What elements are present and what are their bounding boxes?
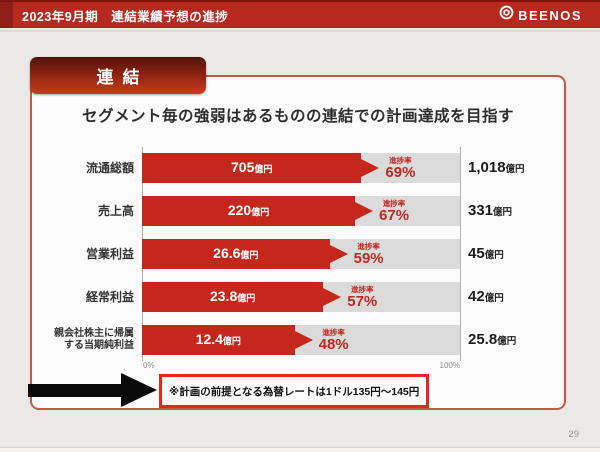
beenos-hex-icon	[499, 5, 514, 25]
x-axis: 0% 100%	[32, 359, 564, 375]
plan-value-label: 331億円	[468, 202, 513, 219]
header-left-accent	[0, 2, 13, 28]
progress-track: 705億円 進捗率 69%	[142, 153, 460, 183]
row-category-label: 親会社株主に帰属 する当期純利益	[54, 327, 134, 352]
table-row: 営業利益 26.6億円 進捗率 59% 45億円	[32, 239, 564, 269]
row-category-label: 売上高	[97, 203, 134, 218]
row-category-label: 営業利益	[85, 246, 134, 261]
black-arrow-pointer-icon	[28, 373, 184, 407]
plan-value-label: 45億円	[468, 245, 504, 262]
brand-name: BEENOS	[518, 7, 582, 23]
x-axis-min-label: 0%	[143, 361, 155, 370]
bar-arrow-tip-icon	[294, 331, 313, 349]
slide-content-box: セグメント毎の強弱はあるものの連結での計画達成を目指す 流通総額 705億円 進…	[30, 75, 566, 410]
x-axis-max-label: 100%	[439, 361, 460, 370]
chart-rows: 流通総額 705億円 進捗率 69% 1,018億円 売上高	[32, 153, 564, 355]
brand-logo: BEENOS	[499, 5, 600, 25]
table-row: 経常利益 23.8億円 進捗率 57% 42億円	[32, 282, 564, 312]
bottom-edge-divider	[0, 447, 600, 452]
consolidated-badge: 連結	[30, 57, 206, 94]
progress-track: 12.4億円 進捗率 48%	[142, 325, 460, 355]
bar-chart: 流通総額 705億円 進捗率 69% 1,018億円 売上高	[32, 147, 564, 375]
bar-arrow-tip-icon	[329, 245, 348, 263]
header-title: 2023年9月期 連結業績予想の進捗	[22, 9, 229, 24]
bar-arrow-tip-icon	[355, 202, 374, 220]
actual-value-label: 220億円	[227, 202, 270, 218]
plan-value-label: 1,018億円	[468, 159, 525, 176]
bar-arrow-tip-icon	[323, 288, 342, 306]
progress-bar: 23.8億円	[142, 282, 342, 312]
progress-rate-label: 進捗率 48%	[318, 328, 349, 353]
progress-rate-label: 進捗率 57%	[347, 285, 378, 310]
actual-value-label: 12.4億円	[195, 331, 241, 347]
page-number: 29	[568, 429, 579, 440]
plan-value-label: 25.8億円	[468, 331, 517, 348]
fx-rate-note: ※計画の前提となる為替レートは1ドル135円〜145円	[159, 374, 430, 408]
progress-bar: 220億円	[142, 196, 374, 226]
actual-value-label: 26.6億円	[213, 245, 259, 261]
progress-rate-label: 進捗率 69%	[385, 156, 416, 181]
progress-track: 23.8億円 進捗率 57%	[142, 282, 460, 312]
table-row: 親会社株主に帰属 する当期純利益 12.4億円 進捗率 48% 25.8億円	[32, 325, 564, 355]
row-category-label: 経常利益	[85, 289, 134, 304]
gridline-100pct	[460, 147, 461, 361]
table-row: 流通総額 705億円 進捗率 69% 1,018億円	[32, 153, 564, 183]
progress-track: 220億円 進捗率 67%	[142, 196, 460, 226]
actual-value-label: 23.8億円	[209, 288, 256, 304]
progress-bar: 12.4億円	[142, 325, 313, 355]
row-category-label: 流通総額	[85, 160, 134, 175]
plan-value-label: 42億円	[468, 288, 504, 305]
actual-value-label: 705億円	[231, 159, 273, 175]
slide-header-bar: 2023年9月期 連結業績予想の進捗 BEENOS	[0, 0, 600, 28]
progress-rate-label: 進捗率 67%	[379, 199, 410, 224]
progress-bar: 705億円	[142, 153, 380, 183]
progress-bar: 26.6億円	[142, 239, 348, 269]
progress-track: 26.6億円 進捗率 59%	[142, 239, 460, 269]
bar-arrow-tip-icon	[361, 159, 380, 177]
chart-title: セグメント毎の強弱はあるものの連結での計画達成を目指す	[81, 108, 514, 125]
table-row: 売上高 220億円 進捗率 67% 331億円	[32, 196, 564, 226]
header-underline	[0, 30, 600, 32]
progress-rate-label: 進捗率 59%	[353, 242, 384, 267]
